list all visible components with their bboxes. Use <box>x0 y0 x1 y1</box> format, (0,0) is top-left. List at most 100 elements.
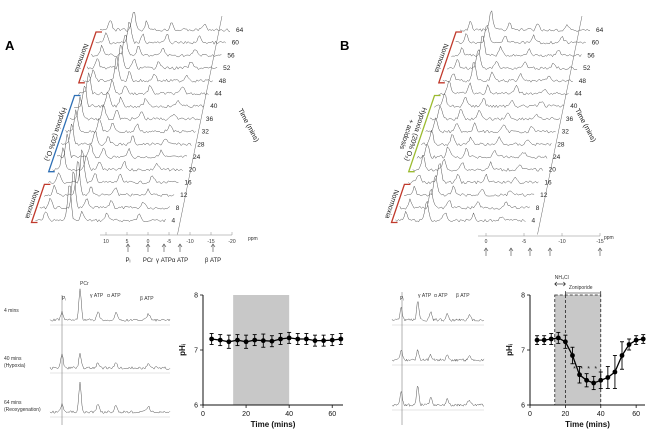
small-peak-label: β ATP <box>456 293 470 299</box>
time-label-20: 20 <box>549 167 557 174</box>
small-peak-label: PCr <box>80 281 89 287</box>
data-point-56 <box>626 342 632 347</box>
data-point-32 <box>584 377 590 383</box>
spectrum-trace-36 <box>69 96 201 121</box>
condition-label: Normoxia <box>23 189 39 220</box>
condition-bracket <box>437 31 462 84</box>
small-peak-label: α ATP <box>107 293 121 299</box>
peak-label: γ ATP <box>156 258 172 264</box>
annotation-nh4cl: NH₄Cl <box>555 275 569 281</box>
peak-label: β ATP <box>205 258 221 264</box>
x-tick-label-0: 0 <box>528 411 532 418</box>
spectrum-trace-40 <box>74 85 205 109</box>
x-tick-label-60: 60 <box>632 411 640 418</box>
small-spectrum-b-1 <box>391 348 485 362</box>
time-axis-title-b: Time (mins) <box>573 108 596 144</box>
data-point-8 <box>217 337 223 343</box>
data-point-24 <box>570 353 575 358</box>
spectrum-trace-64 <box>459 10 590 32</box>
spectrum-trace-60 <box>455 24 586 45</box>
data-point-36 <box>278 336 283 342</box>
spectrum-trace-32 <box>425 116 556 134</box>
x-tick-label-20: 20 <box>242 411 250 418</box>
ppm-tick-label--20: -20 <box>228 239 235 245</box>
significance-mark: * <box>594 366 597 373</box>
data-point-12 <box>226 339 232 345</box>
condition-bracket <box>47 94 81 173</box>
panel-label-a: A <box>5 38 15 53</box>
peak-arrow-head <box>210 243 216 248</box>
data-point-56 <box>321 338 327 344</box>
spectrum-trace-40 <box>434 93 565 109</box>
condition-label: Normoxia <box>433 43 449 74</box>
data-point-60 <box>329 337 335 343</box>
ppm-axis-a: ppm <box>100 234 258 242</box>
data-point-52 <box>619 353 625 358</box>
stacked-spectra-b: 481216202428323640444852566064NormoxiaHy… <box>383 10 604 235</box>
panel-label-b: B <box>340 38 349 53</box>
x-tick-label-40: 40 <box>597 411 605 418</box>
peak-arrow-head <box>527 247 533 252</box>
time-label-52: 52 <box>583 65 591 72</box>
spectrum-trace-44 <box>438 80 569 96</box>
x-tick-label-0: 0 <box>201 411 205 418</box>
ppm-tick-label-0: 0 <box>147 239 150 245</box>
ppm-tick-label-10: 10 <box>103 239 109 245</box>
time-label-24: 24 <box>553 154 561 161</box>
annotation-zoniporide: Zoniporide <box>569 285 593 291</box>
time-label-44: 44 <box>215 91 223 98</box>
small-spectrum-b-2 <box>391 385 485 407</box>
time-label-40: 40 <box>210 103 218 110</box>
spectrum-trace-44 <box>78 72 209 96</box>
ppm-tick-label--15: -15 <box>596 239 603 245</box>
data-point-4 <box>534 337 540 343</box>
y-tick-label-8: 8 <box>521 293 525 300</box>
significance-mark: * <box>573 366 576 373</box>
series-line <box>211 337 341 343</box>
spectrum-trace-28 <box>61 123 192 147</box>
significance-mark: * <box>587 366 590 373</box>
data-point-40 <box>598 377 604 383</box>
data-point-64 <box>338 336 344 342</box>
time-label-8: 8 <box>536 205 540 212</box>
series-line <box>537 337 644 384</box>
ppm-axis-b: ppm <box>478 235 614 241</box>
peak-arrow-head <box>597 247 603 252</box>
x-tick-label-40: 40 <box>285 411 293 418</box>
data-point-20 <box>562 339 568 345</box>
spectrum-trace-36 <box>429 105 561 121</box>
spectrum-trace-32 <box>65 109 196 134</box>
time-label-48: 48 <box>579 78 587 85</box>
y-tick-label-6: 6 <box>521 403 525 410</box>
time-label-24: 24 <box>193 154 201 161</box>
peak-arrows-a: Pᵢ PCr γ ATP α ATP β ATP <box>125 243 221 264</box>
significance-mark: * <box>580 366 583 373</box>
peak-arrows-b <box>483 247 603 256</box>
spectrum-trace-28 <box>421 129 552 147</box>
ppm-unit-a: ppm <box>248 236 258 242</box>
spectrum-trace-56 <box>451 35 582 58</box>
time-label-40: 40 <box>570 103 578 110</box>
time-label-52: 52 <box>223 65 231 72</box>
row-label: (Hypoxia) <box>4 363 26 369</box>
peak-arrow-head <box>125 243 131 248</box>
row-label: 40 mins <box>4 356 22 362</box>
time-label-4: 4 <box>532 218 536 225</box>
data-point-52 <box>312 338 318 344</box>
ppm-tick-label--5: -5 <box>167 239 172 245</box>
data-point-12 <box>548 336 554 342</box>
condition-bracket <box>407 94 441 173</box>
small-peak-label: Pᵢ <box>62 296 66 302</box>
shaded-region <box>233 295 290 405</box>
peak-arrow-head <box>145 243 151 248</box>
spectrum-trace-24 <box>416 143 548 159</box>
small-spectra-b: Pᵢ γ ATP α ATP β ATP <box>391 292 485 425</box>
dashed-region-outer <box>554 294 602 406</box>
peak-arrow-head <box>547 247 553 252</box>
row-label: 4 mins <box>4 308 19 314</box>
time-label-56: 56 <box>587 52 595 59</box>
x-axis-title: Time (mins) <box>251 420 296 429</box>
time-label-44: 44 <box>575 91 583 98</box>
stacked-spectra-a: 481216202428323640444852566064NormoxiaHy… <box>23 12 244 235</box>
